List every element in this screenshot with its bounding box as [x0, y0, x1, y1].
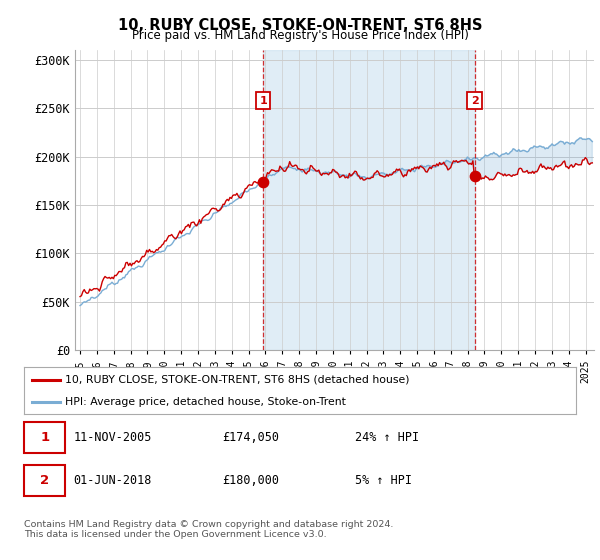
Text: £174,050: £174,050: [223, 431, 280, 444]
Text: £180,000: £180,000: [223, 474, 280, 487]
Text: 11-NOV-2005: 11-NOV-2005: [74, 431, 152, 444]
Text: HPI: Average price, detached house, Stoke-on-Trent: HPI: Average price, detached house, Stok…: [65, 396, 346, 407]
Point: [259, 178, 268, 186]
Text: Price paid vs. HM Land Registry's House Price Index (HPI): Price paid vs. HM Land Registry's House …: [131, 29, 469, 42]
Text: 2: 2: [471, 96, 479, 106]
Text: Contains HM Land Registry data © Crown copyright and database right 2024.
This d: Contains HM Land Registry data © Crown c…: [24, 520, 394, 539]
Text: 10, RUBY CLOSE, STOKE-ON-TRENT, ST6 8HS: 10, RUBY CLOSE, STOKE-ON-TRENT, ST6 8HS: [118, 18, 482, 33]
Text: 01-JUN-2018: 01-JUN-2018: [74, 474, 152, 487]
Text: 10, RUBY CLOSE, STOKE-ON-TRENT, ST6 8HS (detached house): 10, RUBY CLOSE, STOKE-ON-TRENT, ST6 8HS …: [65, 375, 410, 385]
Text: 2: 2: [40, 474, 49, 487]
Bar: [263, 50, 475, 350]
Text: 1: 1: [259, 96, 267, 106]
FancyBboxPatch shape: [24, 465, 65, 496]
Text: 5% ↑ HPI: 5% ↑ HPI: [355, 474, 412, 487]
FancyBboxPatch shape: [24, 422, 65, 453]
Point: [470, 171, 479, 180]
Text: 1: 1: [40, 431, 49, 444]
Text: 24% ↑ HPI: 24% ↑ HPI: [355, 431, 419, 444]
